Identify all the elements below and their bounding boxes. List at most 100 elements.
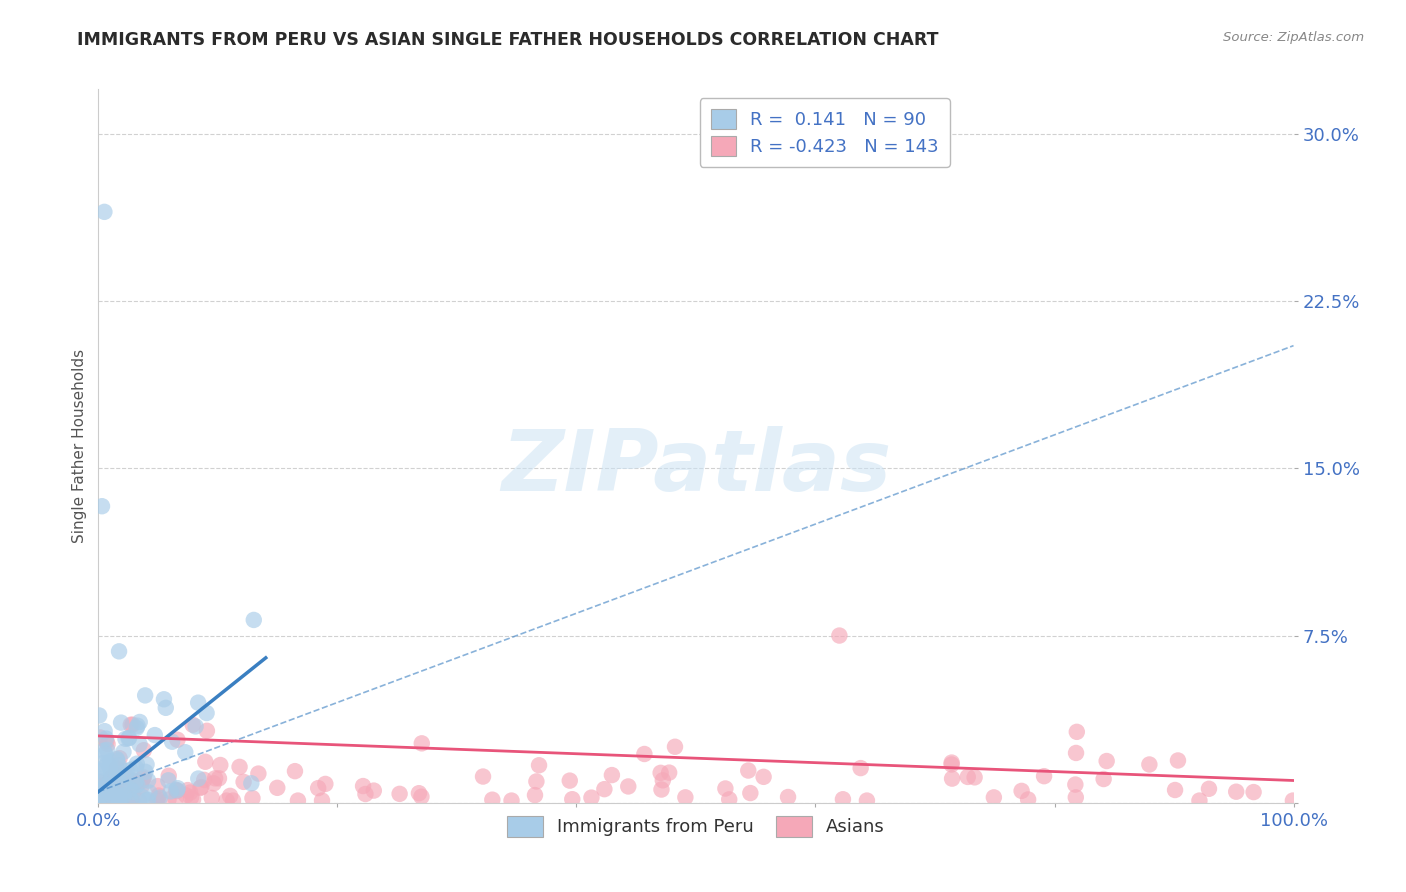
Point [97, 787, 120, 801]
Point [664, 739, 686, 754]
Point [125, 761, 148, 775]
Point [352, 779, 374, 793]
Point [1164, 783, 1187, 797]
Point [101, 789, 124, 804]
Point [600, 768, 623, 782]
Point [94, 731, 117, 746]
Point [146, 792, 169, 806]
Point [363, 783, 385, 797]
Point [240, 776, 263, 790]
Point [222, 794, 245, 808]
Point [209, 758, 232, 772]
Point [98, 784, 121, 798]
Point [165, 783, 187, 797]
Point [1095, 754, 1118, 768]
Point [155, 701, 177, 715]
Point [132, 772, 155, 786]
Point [125, 774, 148, 789]
Point [98, 775, 121, 789]
Point [108, 644, 131, 658]
Point [718, 792, 741, 806]
Point [128, 794, 150, 808]
Point [98, 761, 121, 775]
Y-axis label: Single Father Households: Single Father Households [72, 349, 87, 543]
Point [127, 719, 149, 733]
Point [93, 783, 115, 797]
Point [1033, 769, 1056, 783]
Point [714, 781, 737, 796]
Point [105, 752, 128, 766]
Point [120, 792, 142, 806]
Point [132, 771, 155, 785]
Point [143, 728, 166, 742]
Point [93, 789, 115, 803]
Point [776, 790, 799, 805]
Point [87, 794, 110, 808]
Point [148, 789, 170, 803]
Point [219, 789, 242, 803]
Point [100, 767, 122, 781]
Point [121, 717, 143, 731]
Point [166, 784, 188, 798]
Point [93, 744, 115, 758]
Point [135, 757, 157, 772]
Point [956, 770, 979, 784]
Point [114, 768, 136, 782]
Point [145, 794, 167, 808]
Point [112, 745, 135, 759]
Point [134, 689, 156, 703]
Point [651, 773, 673, 788]
Point [941, 756, 963, 770]
Point [1243, 785, 1265, 799]
Text: IMMIGRANTS FROM PERU VS ASIAN SINGLE FATHER HOUSEHOLDS CORRELATION CHART: IMMIGRANTS FROM PERU VS ASIAN SINGLE FAT… [77, 31, 939, 49]
Point [98, 754, 121, 768]
Point [118, 731, 141, 745]
Point [1064, 746, 1087, 760]
Point [208, 772, 231, 786]
Point [114, 790, 136, 805]
Point [633, 747, 655, 761]
Point [101, 766, 124, 780]
Point [941, 757, 963, 772]
Point [118, 778, 141, 792]
Point [963, 770, 986, 784]
Point [983, 790, 1005, 805]
Point [107, 790, 129, 805]
Point [90, 786, 112, 800]
Point [160, 735, 183, 749]
Point [1225, 785, 1247, 799]
Point [120, 763, 142, 777]
Point [94, 747, 117, 761]
Point [91, 756, 114, 771]
Point [127, 778, 149, 792]
Text: Source: ZipAtlas.com: Source: ZipAtlas.com [1223, 31, 1364, 45]
Point [105, 754, 128, 768]
Point [411, 736, 433, 750]
Point [849, 761, 872, 775]
Point [110, 794, 132, 808]
Point [89, 764, 111, 778]
Point [188, 780, 211, 795]
Point [107, 772, 129, 786]
Point [658, 765, 681, 780]
Point [100, 770, 122, 784]
Point [752, 770, 775, 784]
Point [204, 772, 226, 786]
Point [193, 772, 215, 787]
Point [110, 794, 132, 808]
Point [157, 773, 180, 788]
Point [89, 708, 111, 723]
Point [122, 785, 145, 799]
Point [215, 794, 238, 808]
Point [108, 794, 131, 808]
Point [125, 773, 148, 788]
Point [228, 760, 250, 774]
Point [166, 781, 188, 796]
Point [232, 775, 254, 789]
Point [354, 787, 377, 801]
Point [408, 786, 430, 800]
Point [828, 628, 851, 642]
Point [125, 756, 148, 771]
Point [89, 772, 111, 786]
Point [96, 734, 118, 748]
